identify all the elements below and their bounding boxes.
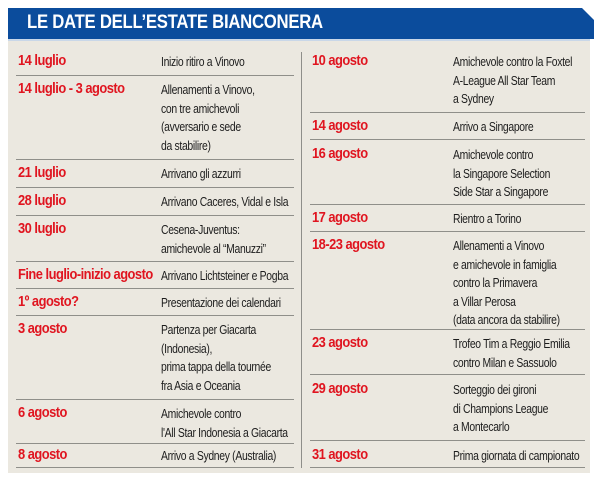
schedule-row: 17 agosto Rientro a Torino bbox=[310, 209, 585, 232]
description-line: a Villar Perosa bbox=[453, 293, 516, 309]
schedule-row: 21 luglio Arrivano gli azzurri bbox=[16, 164, 294, 188]
event-description: Arrivano Lichtsteiner e Pogba bbox=[161, 267, 288, 286]
description-line: A-League All Star Team bbox=[453, 72, 556, 88]
schedule-panel bbox=[8, 41, 590, 473]
description-line: Trofeo Tim a Reggio Emilia bbox=[453, 336, 570, 351]
description-line: (data ancora da stabilire) bbox=[453, 312, 560, 327]
description-line: a Sydney bbox=[453, 91, 494, 106]
schedule-row: 31 agosto Prima giornata di campionato bbox=[310, 446, 585, 468]
event-date: 14 luglio - 3 agosto bbox=[18, 80, 125, 97]
event-description: Amichevole contro l'All Star Indonesia a… bbox=[161, 405, 288, 442]
schedule-row: 14 luglio - 3 agosto Allenamenti a Vinov… bbox=[16, 80, 294, 160]
description-line: Arrivano Lichtsteiner e Pogba bbox=[161, 268, 289, 283]
event-date: 21 luglio bbox=[18, 164, 66, 181]
schedule-row: 30 luglio Cesena-Juventus: amichevole al… bbox=[16, 220, 294, 262]
schedule-row: 10 agosto Amichevole contro la Foxtel A-… bbox=[310, 52, 585, 113]
description-line: fra Asia e Oceania bbox=[161, 377, 241, 393]
description-line: Amichevole contro bbox=[161, 406, 242, 421]
description-line: Prima giornata di campionato bbox=[453, 448, 580, 463]
event-description: Amichevole contro la Singapore Selection… bbox=[453, 146, 550, 202]
schedule-row: 1º agosto? Presentazione dei calendari bbox=[16, 293, 294, 316]
description-line: con tre amichevoli bbox=[161, 100, 240, 116]
event-description: Arrivo a Sydney (Australia) bbox=[161, 447, 276, 466]
event-date: 18-23 agosto bbox=[312, 236, 385, 253]
column-divider bbox=[301, 52, 302, 468]
event-date: 6 agosto bbox=[18, 404, 67, 421]
event-date: 29 agosto bbox=[312, 380, 368, 397]
event-date: 14 agosto bbox=[312, 117, 368, 134]
event-description: Sorteggio dei gironi di Champions League… bbox=[453, 381, 548, 437]
event-description: Arrivano Caceres, Vidal e Isla bbox=[161, 193, 289, 212]
event-date: 3 agosto bbox=[18, 320, 67, 337]
page-title: LE DATE DELL’ESTATE BIANCONERA bbox=[27, 12, 323, 33]
description-line: da stabilire) bbox=[161, 137, 211, 153]
event-description: Prima giornata di campionato bbox=[453, 447, 580, 466]
description-line: e amichevole in famiglia bbox=[453, 256, 557, 272]
event-date: 17 agosto bbox=[312, 209, 368, 226]
schedule-row: 16 agosto Amichevole contro la Singapore… bbox=[310, 145, 585, 205]
event-description: Allenamenti a Vinovo, con tre amichevoli… bbox=[161, 81, 255, 155]
description-line: Partenza per Giacarta bbox=[161, 322, 257, 337]
description-line: Side Star a Singapore bbox=[453, 184, 549, 199]
description-line: Amichevole contro la Foxtel bbox=[453, 54, 573, 69]
description-line: Presentazione dei calendari bbox=[161, 295, 281, 310]
description-line: Allenamenti a Vinovo bbox=[453, 238, 545, 253]
description-line: contro Milan e Sassuolo bbox=[453, 354, 557, 370]
description-line: Arrivano Caceres, Vidal e Isla bbox=[161, 194, 289, 209]
header-underline bbox=[8, 39, 590, 41]
header-banner: LE DATE DELL’ESTATE BIANCONERA bbox=[8, 8, 594, 39]
event-description: Cesena-Juventus: amichevole al “Manuzzi” bbox=[161, 221, 266, 258]
event-description: Presentazione dei calendari bbox=[161, 294, 281, 313]
schedule-row: 6 agosto Amichevole contro l'All Star In… bbox=[16, 404, 294, 444]
description-line: Amichevole contro bbox=[453, 147, 534, 162]
schedule-row: 8 agosto Arrivo a Sydney (Australia) bbox=[16, 446, 294, 468]
description-line: Sorteggio dei gironi bbox=[453, 382, 537, 397]
schedule-row: 23 agosto Trofeo Tim a Reggio Emilia con… bbox=[310, 334, 585, 375]
description-line: Rientro a Torino bbox=[453, 211, 522, 226]
event-description: Trofeo Tim a Reggio Emilia contro Milan … bbox=[453, 335, 570, 372]
description-line: amichevole al “Manuzzi” bbox=[161, 240, 266, 256]
event-date: 23 agosto bbox=[312, 334, 368, 351]
event-description: Rientro a Torino bbox=[453, 210, 521, 229]
event-date: 16 agosto bbox=[312, 145, 368, 162]
description-line: Arrivo a Singapore bbox=[453, 119, 534, 134]
description-line: Inizio ritiro a Vinovo bbox=[161, 54, 245, 69]
description-line: la Singapore Selection bbox=[453, 165, 551, 181]
description-line: Allenamenti a Vinovo, bbox=[161, 82, 255, 97]
schedule-row: 29 agosto Sorteggio dei gironi di Champi… bbox=[310, 380, 585, 441]
description-line: Arrivo a Sydney (Australia) bbox=[161, 448, 277, 463]
schedule-row: Fine luglio-inizio agosto Arrivano Licht… bbox=[16, 266, 294, 289]
event-description: Partenza per Giacarta (Indonesia), prima… bbox=[161, 321, 271, 395]
event-description: Amichevole contro la Foxtel A-League All… bbox=[453, 53, 572, 109]
event-date: Fine luglio-inizio agosto bbox=[18, 266, 153, 283]
schedule-row: 18-23 agosto Allenamenti a Vinovo e amic… bbox=[310, 236, 585, 330]
schedule-row: 3 agosto Partenza per Giacarta (Indonesi… bbox=[16, 320, 294, 400]
description-line: (avversario e sede bbox=[161, 119, 241, 134]
description-line: contro la Primavera bbox=[453, 275, 538, 290]
description-line: l'All Star Indonesia a Giacarta bbox=[161, 424, 288, 440]
event-description: Inizio ritiro a Vinovo bbox=[161, 53, 245, 72]
event-date: 1º agosto? bbox=[18, 293, 79, 310]
event-date: 8 agosto bbox=[18, 446, 67, 463]
event-description: Arrivo a Singapore bbox=[453, 118, 534, 137]
event-description: Allenamenti a Vinovo e amichevole in fam… bbox=[453, 237, 560, 330]
event-date: 31 agosto bbox=[312, 446, 368, 463]
description-line: prima tappa della tournée bbox=[161, 359, 271, 374]
description-line: Cesena-Juventus: bbox=[161, 222, 240, 237]
schedule-row: 14 agosto Arrivo a Singapore bbox=[310, 117, 585, 140]
schedule-row: 28 luglio Arrivano Caceres, Vidal e Isla bbox=[16, 192, 294, 216]
event-date: 30 luglio bbox=[18, 220, 66, 237]
description-line: di Champions League bbox=[453, 400, 549, 416]
event-date: 14 luglio bbox=[18, 52, 66, 69]
description-line: Arrivano gli azzurri bbox=[161, 166, 241, 181]
event-date: 28 luglio bbox=[18, 192, 66, 209]
event-date: 10 agosto bbox=[312, 52, 368, 69]
description-line: (Indonesia), bbox=[161, 340, 213, 356]
schedule-row: 14 luglio Inizio ritiro a Vinovo bbox=[16, 52, 294, 76]
description-line: a Montecarlo bbox=[453, 419, 510, 434]
event-description: Arrivano gli azzurri bbox=[161, 165, 241, 184]
